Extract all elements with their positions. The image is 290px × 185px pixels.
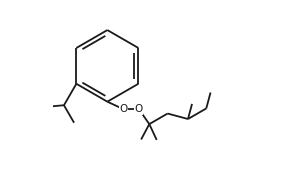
Text: O: O bbox=[135, 104, 143, 114]
Text: O: O bbox=[119, 104, 127, 114]
